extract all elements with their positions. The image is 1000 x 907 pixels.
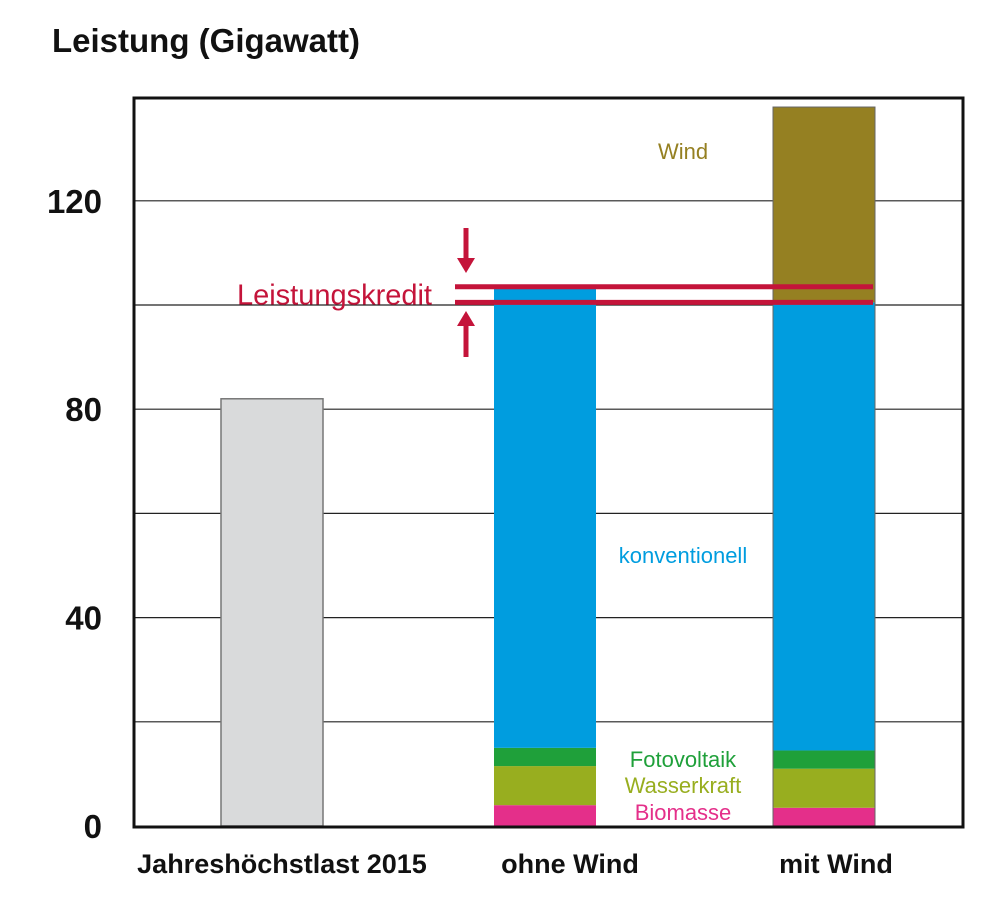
x-axis-categories: Jahreshöchstlast 2015 ohne Wind mit Wind [137, 849, 893, 879]
arrow-up-icon-head [457, 311, 475, 326]
bar-segment-wasserkraft [773, 768, 875, 808]
bar-segment-biomasse [494, 805, 596, 826]
bar-segment-biomasse [773, 807, 875, 826]
bar-segment-fotovoltaik [773, 750, 875, 769]
bar-segment-wasserkraft [494, 766, 596, 806]
y-tick-label: 80 [65, 391, 102, 428]
bars [220, 106, 876, 827]
y-axis-ticks: 0 40 80 120 [47, 183, 102, 845]
chart-title: Leistung (Gigawatt) [52, 22, 360, 59]
bar-segment-wind [773, 107, 875, 303]
annotation-label: Leistungskredit [237, 280, 432, 312]
x-category-label: Jahreshöchstlast 2015 [137, 849, 427, 879]
x-category-label: mit Wind [779, 849, 893, 879]
y-tick-label: 0 [84, 808, 102, 845]
leistungskredit-annotation: Leistungskredit [237, 228, 873, 357]
y-tick-label: 40 [65, 600, 102, 637]
arrow-down-icon-head [457, 258, 475, 273]
bar-segment-konventionell [773, 302, 875, 751]
segment-label-konventionell: konventionell [619, 543, 747, 568]
x-category-label: ohne Wind [501, 849, 639, 879]
segment-label-wind: Wind [658, 139, 708, 164]
segment-label-fotovoltaik: Fotovoltaik [630, 747, 737, 772]
plot-frame [132, 96, 965, 829]
bar-segment-fotovoltaik [494, 747, 596, 767]
bar-segment-konventionell [494, 286, 596, 748]
segment-label-wasserkraft: Wasserkraft [625, 773, 742, 798]
segment-labels: Wind konventionell FotovoltaikWasserkraftB… [619, 139, 747, 825]
segment-label-biomasse: Biomasse [635, 800, 732, 825]
y-tick-label: 120 [47, 183, 102, 220]
bar-segment-jahreshöchstlast [220, 398, 324, 827]
